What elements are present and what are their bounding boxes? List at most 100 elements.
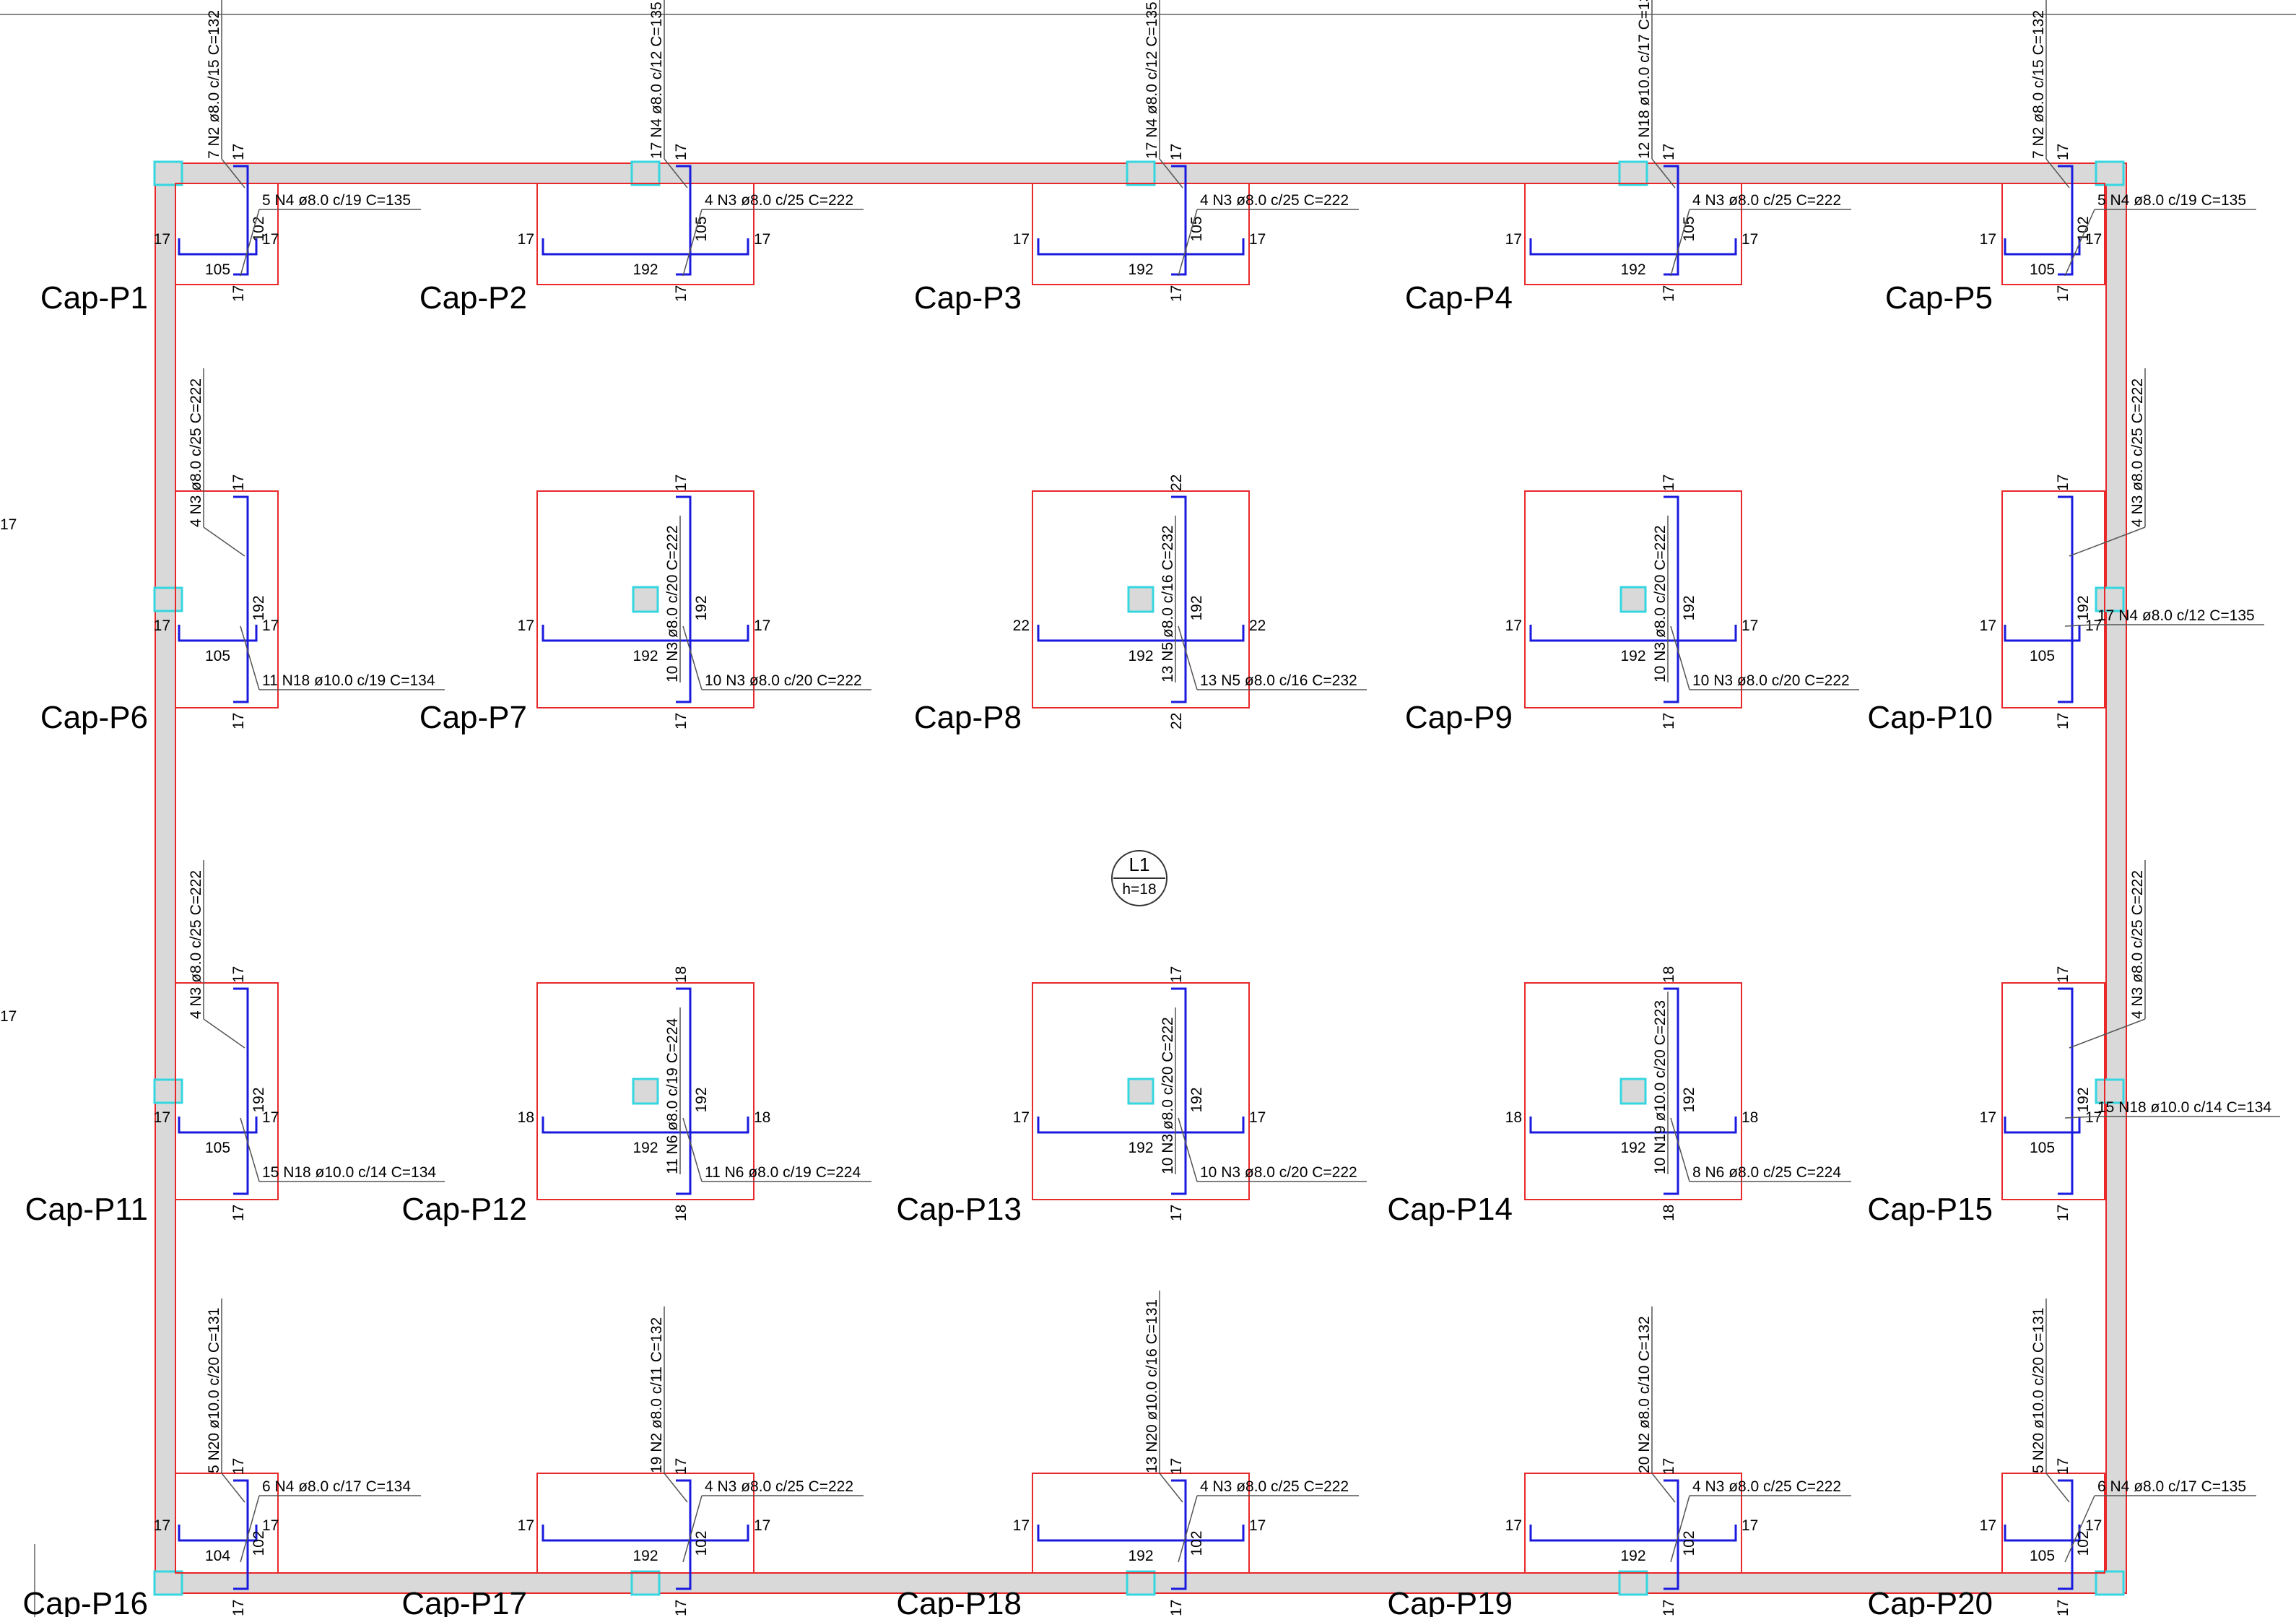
dim-height: 102 (2075, 1530, 2092, 1556)
cap-outline (1032, 183, 1250, 285)
rebar-vertical (233, 495, 249, 703)
cap-outline (536, 982, 755, 1200)
cap-outline (2001, 183, 2105, 285)
column (153, 1078, 183, 1104)
dim-top: 17 (2055, 144, 2071, 160)
leader-line (1159, 158, 1183, 188)
dim-height: 105 (693, 216, 710, 241)
cap-name: Cap-P2 (419, 280, 527, 316)
column (153, 1570, 183, 1596)
dim-bottom: 17 (230, 285, 247, 302)
dim-bottom: 17 (1661, 713, 1677, 729)
rebar-horizontal-callout: 8 N6 ø8.0 c/25 C=224 (1692, 1164, 1841, 1181)
leader-line (1178, 625, 1198, 690)
leader-line (2045, 1473, 2070, 1503)
rebar-horizontal (542, 1117, 749, 1134)
dim-width: 192 (632, 1140, 658, 1156)
rebar-vertical-callout: 19 N2 ø8.0 c/11 C=132 (648, 1317, 665, 1473)
rebar-horizontal-callout: 4 N3 ø8.0 c/25 C=222 (1200, 1478, 1349, 1495)
dim-width: 105 (2030, 648, 2055, 664)
dim-left: 17 (518, 617, 534, 634)
rebar-horizontal-callout: 4 N3 ø8.0 c/25 C=222 (1692, 1478, 1841, 1495)
dim-top: 17 (230, 144, 247, 160)
beam-left (155, 162, 176, 1594)
dim-width: 192 (632, 1548, 658, 1564)
dim-left: 17 (1013, 1517, 1030, 1534)
edge-labels: 17 17 (0, 516, 17, 1025)
pile-cap: 192 17 17 192 17 17 10 N3 ø8.0 c/20 C=222 10 N3… (896, 966, 1367, 1227)
leader-line (682, 625, 703, 690)
leader-line (2069, 1018, 2146, 1049)
rebar-vertical-callout: 4 N3 ø8.0 c/25 C=222 (2129, 378, 2146, 527)
rebar-vertical (1171, 495, 1187, 703)
leader-line (682, 209, 703, 277)
dim-left: 17 (154, 617, 170, 634)
dim-left: 17 (518, 1517, 534, 1534)
cap-name: Cap-P18 (896, 1586, 1022, 1617)
cap-name: Cap-P17 (401, 1586, 527, 1617)
edge-label: 17 (0, 516, 17, 533)
pile-cap: 192 17 17 102 17 17 19 N2 ø8.0 c/11 C=132 4 N3 … (401, 1306, 864, 1617)
column (632, 1078, 659, 1105)
slab-name: L1 (1129, 854, 1150, 875)
dim-width: 192 (1128, 1140, 1153, 1156)
leader-line (682, 1495, 703, 1563)
rebar-vertical-callout: 11 N6 ø8.0 c/19 C=224 (664, 1018, 681, 1174)
dim-left: 17 (1980, 1517, 1996, 1534)
dim-right: 17 (262, 1517, 279, 1534)
dim-right: 17 (2085, 1517, 2102, 1534)
dim-right: 17 (1249, 1517, 1266, 1534)
rebar-vertical-callout: 10 N3 ø8.0 c/20 C=222 (1160, 1017, 1176, 1174)
dim-width: 105 (2030, 1140, 2055, 1156)
dim-right: 17 (2085, 231, 2102, 248)
dim-bottom: 18 (673, 1205, 690, 1221)
dim-height: 192 (251, 1087, 267, 1112)
dim-height: 192 (2075, 1087, 2092, 1112)
pile-cap: 192 17 17 105 17 17 12 N18 ø10.0 c/17 C=134 4 N… (1405, 0, 1851, 316)
rebar-vertical-callout: 10 N3 ø8.0 c/20 C=222 (1652, 525, 1669, 682)
leader-line (2064, 624, 2095, 627)
slab-marker: L1 h=18 (1111, 850, 1167, 906)
leader-line (2064, 1495, 2095, 1563)
dim-left: 17 (154, 1517, 170, 1534)
dim-width: 192 (1128, 1548, 1153, 1564)
dim-bottom: 17 (230, 1600, 247, 1616)
rebar-vertical (2058, 987, 2074, 1195)
dim-width: 105 (205, 1140, 230, 1156)
rebar-vertical (1664, 987, 1679, 1195)
dim-right: 17 (2085, 617, 2102, 634)
dim-height: 102 (1681, 1530, 1697, 1556)
dim-left: 17 (1980, 1109, 1996, 1126)
dim-right: 17 (262, 1109, 279, 1126)
dim-width: 192 (1620, 648, 1645, 664)
cap-outline (1524, 490, 1742, 708)
dim-width: 192 (1620, 261, 1645, 278)
dim-bottom: 17 (2055, 1205, 2071, 1221)
dim-top: 17 (2055, 474, 2071, 491)
column (2095, 1570, 2125, 1596)
rebar-horizontal-callout: 10 N3 ø8.0 c/20 C=222 (1692, 672, 1850, 689)
cap-name: Cap-P16 (22, 1586, 148, 1617)
rebar-vertical-callout: 4 N3 ø8.0 c/25 C=222 (2129, 870, 2146, 1019)
dim-left: 17 (1980, 617, 1996, 634)
leader-line (1159, 1473, 1183, 1503)
dim-left: 17 (518, 231, 534, 248)
rebar-horizontal-callout: 5 N4 ø8.0 c/19 C=135 (262, 192, 411, 209)
leader-line (221, 158, 245, 188)
dim-height: 192 (1188, 1087, 1205, 1112)
column (630, 1570, 661, 1596)
column (2095, 1078, 2125, 1104)
dim-top: 17 (1661, 144, 1677, 160)
dim-width: 192 (1620, 1548, 1645, 1564)
dim-left: 18 (1505, 1109, 1522, 1126)
rebar-vertical-callout: 4 N3 ø8.0 c/25 C=222 (188, 378, 204, 527)
dim-height: 102 (2075, 216, 2092, 241)
column (153, 160, 183, 186)
cap-name: Cap-P14 (1387, 1192, 1513, 1227)
rebar-horizontal (178, 238, 258, 256)
cap-name: Cap-P6 (40, 700, 148, 735)
leader-line (1670, 1117, 1690, 1182)
